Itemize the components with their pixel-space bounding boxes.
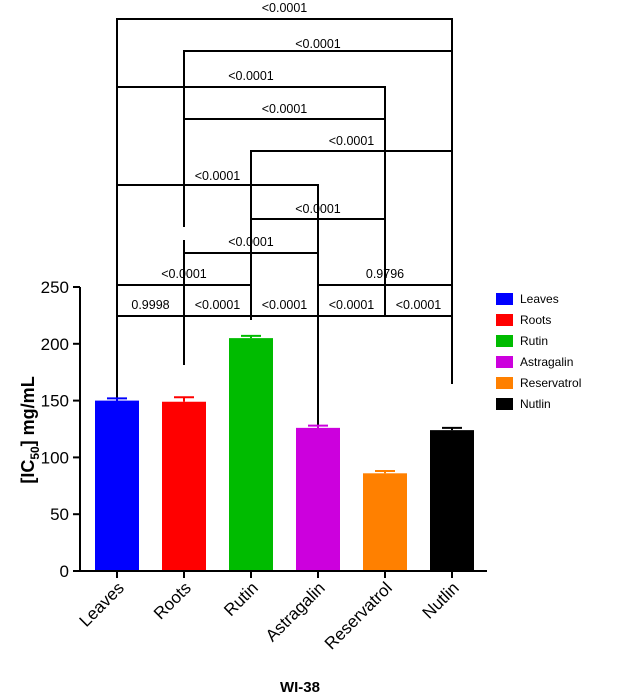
x-tick-label: Astragalin <box>262 578 329 645</box>
p-value-label: <0.0001 <box>195 298 241 312</box>
legend-label: Leaves <box>520 292 559 306</box>
legend-swatch <box>496 356 513 368</box>
y-tick-label: 200 <box>41 335 69 354</box>
significance-bracket <box>384 235 453 317</box>
legend-swatch <box>496 398 513 410</box>
p-value-label: <0.0001 <box>329 298 375 312</box>
legend-swatch <box>496 377 513 389</box>
legend: Leaves Roots Rutin Astragalin Reservatrol Nut… <box>496 292 581 411</box>
significance-bracket <box>116 184 319 301</box>
y-tick-label: 50 <box>50 505 69 524</box>
bar-roots <box>162 401 206 571</box>
legend-swatch <box>496 335 513 347</box>
legend-label: Nutlin <box>520 397 551 411</box>
significance-bracket <box>183 50 453 159</box>
bar-reservatrol <box>363 473 407 571</box>
y-tick-label: 150 <box>41 392 69 411</box>
p-value-label: <0.0001 <box>228 235 274 249</box>
significance-bracket <box>183 118 386 231</box>
p-value-label: <0.0001 <box>195 169 241 183</box>
legend-label: Rutin <box>520 334 548 348</box>
p-value-label: <0.0001 <box>228 69 274 83</box>
x-tick-label: Nutlin <box>419 578 463 622</box>
x-tick-label: Reservatrol <box>321 578 396 653</box>
legend-swatch <box>496 293 513 305</box>
significance-bracket <box>250 218 386 320</box>
x-tick-label: Rutin <box>220 578 261 619</box>
legend-label: Reservatrol <box>520 376 581 390</box>
x-tick-label: Roots <box>150 578 195 623</box>
legend-swatch <box>496 314 513 326</box>
bar-astragalin <box>296 427 340 571</box>
x-axis-label: WI-38 <box>280 679 320 696</box>
significance-bracket <box>116 18 453 135</box>
p-value-label: <0.0001 <box>262 102 308 116</box>
legend-label: Roots <box>520 313 551 327</box>
p-value-label: <0.0001 <box>396 298 442 312</box>
x-tick-label: Leaves <box>76 578 128 630</box>
significance-brackets: <0.0001 <0.0001 <0.0001 <0.0001 <0.0001 <0.00… <box>116 1 453 556</box>
y-axis-label: [IC50] mg/mL <box>18 376 42 483</box>
p-value-label: 0.9998 <box>131 298 169 312</box>
bar-leaves <box>95 400 139 571</box>
bar-rutin <box>229 338 273 571</box>
legend-label: Astragalin <box>520 355 573 369</box>
y-tick-label: 0 <box>60 562 69 581</box>
p-value-label: <0.0001 <box>329 134 375 148</box>
y-tick-label: 250 <box>41 278 69 297</box>
y-ticks: 0 50 100 150 200 250 <box>41 278 80 581</box>
p-value-label: <0.0001 <box>295 202 341 216</box>
significance-bracket <box>250 150 453 267</box>
p-value-label: <0.0001 <box>262 1 308 15</box>
p-value-label: <0.0001 <box>262 298 308 312</box>
p-value-label: <0.0001 <box>295 37 341 51</box>
bar-nutlin <box>430 430 474 571</box>
axes <box>79 287 487 572</box>
bars <box>95 334 474 571</box>
y-tick-label: 100 <box>41 448 69 467</box>
